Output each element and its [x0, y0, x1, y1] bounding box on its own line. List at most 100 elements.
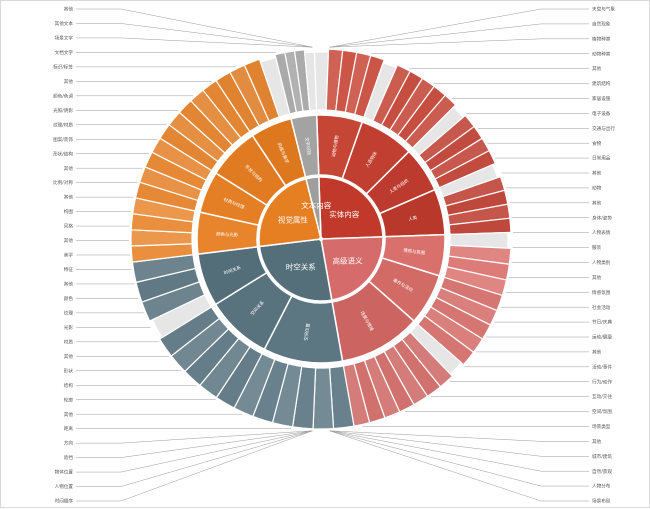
leader-line — [329, 430, 589, 502]
category-label: 视觉属性 — [278, 215, 308, 225]
leader-line — [329, 8, 589, 48]
leaf-label: 美学 — [64, 252, 74, 259]
leaf-label: 结构 — [64, 382, 74, 389]
leaf-label: 植物种类 — [592, 35, 611, 42]
leaf-arc — [312, 367, 335, 430]
leader-line — [76, 430, 313, 502]
leaf-label: 物体位置 — [55, 469, 74, 476]
leaf-label: 其他 — [592, 65, 602, 72]
leaf-label: 场景类型 — [592, 423, 611, 430]
leaf-label: 节日/庆典 — [592, 319, 612, 326]
leaf-label: 动物种类 — [592, 50, 611, 57]
leaf-label: 交通与出行 — [592, 125, 615, 132]
leaf-label: 运动/健康 — [592, 334, 612, 341]
leaf-label: 电子设备 — [592, 110, 611, 117]
leaf-label: 光影 — [64, 324, 74, 331]
leaf-label: 身体/姿势 — [592, 214, 612, 221]
category-label: 时空关系 — [286, 261, 316, 271]
leaf-label: 颜色 — [64, 295, 74, 302]
leader-line — [329, 23, 589, 48]
leader-line — [76, 430, 313, 487]
leaf-label: 其他 — [592, 438, 602, 445]
leader-line — [329, 430, 589, 487]
leaf-label: 标识/标签 — [53, 63, 73, 70]
leaf-label: 社会活动 — [592, 304, 611, 311]
leaf-label: 其他 — [64, 78, 74, 85]
leaf-label: 行为/动作 — [592, 378, 612, 385]
leaf-label: 其他 — [592, 199, 602, 206]
leaf-label: 图案/装饰 — [53, 136, 73, 143]
leaf-label: 其他 — [64, 353, 74, 360]
leaf-label: 场景文字 — [55, 35, 74, 42]
leaf-label: 自然/景观 — [592, 468, 612, 475]
leaf-label: 其他 — [64, 6, 74, 13]
leaf-label: 场景布局 — [592, 498, 611, 505]
leader-line — [76, 430, 313, 444]
leaf-label: 时间顺序 — [55, 498, 74, 505]
leaf-label: 其他 — [592, 170, 602, 177]
leaf-arc — [304, 51, 318, 112]
leaf-label: 空间/氛围 — [592, 408, 612, 415]
leader-line — [76, 430, 313, 473]
leader-line — [329, 430, 589, 472]
leaf-label: 其他 — [64, 194, 74, 201]
category-label: 实体内容 — [329, 209, 359, 219]
outer-separator — [192, 110, 450, 368]
leaf-label: 其他 — [592, 274, 602, 281]
leaf-label: 轮廓 — [64, 396, 74, 403]
leaf-label: 建筑结构 — [592, 80, 611, 87]
leaf-label: 文档文字 — [55, 49, 74, 56]
category-label: 高级语义 — [333, 255, 363, 265]
leaf-label: 家居设施 — [592, 95, 611, 102]
leaf-label: 方向 — [64, 440, 74, 447]
leaf-label: 其他 — [592, 349, 602, 356]
leaf-label: 其他 — [64, 411, 74, 418]
leaf-label: 服装 — [592, 244, 602, 251]
inner-separator — [256, 174, 386, 304]
leaf-label: 距离 — [64, 425, 74, 432]
leader-line — [76, 23, 313, 48]
leaf-label: 其他 — [64, 281, 74, 288]
leaf-label: 特征 — [64, 266, 74, 273]
leaf-label: 遮挡 — [64, 454, 74, 461]
leaf-label: 人物位置 — [55, 483, 74, 490]
leaf-label: 食物 — [592, 140, 602, 147]
leaf-label: 形状 — [64, 367, 74, 374]
leaf-label: 光照/阴影 — [53, 107, 73, 114]
leaf-label: 材质 — [64, 338, 74, 345]
leaf-label: 动物 — [592, 185, 602, 192]
leaf-label: 构图 — [64, 208, 74, 215]
subcategory-label: 颜色与光影 — [216, 230, 239, 238]
leaf-label: 活动/事件 — [592, 363, 612, 370]
label-group: 天空与气象自然现象植物种类动物种类其他建筑结构家居设施电子设备交通与出行食物日常… — [53, 6, 615, 505]
leaf-label: 人物分布 — [592, 483, 611, 490]
leaf-ring — [130, 48, 512, 430]
leader-line — [329, 430, 589, 457]
subcategory-label: 文字识别 — [303, 137, 312, 155]
leaf-label: 自然现象 — [592, 21, 611, 28]
subcategory-label: 情感与氛围 — [403, 247, 426, 257]
subcategory-label: 动物与植物 — [330, 134, 340, 157]
leaf-label: 纹理 — [64, 309, 74, 316]
leader-line — [329, 38, 589, 48]
leaf-label: 其他 — [64, 237, 74, 244]
subcategory-label: 空间位置 — [302, 322, 312, 341]
leaf-label: 天空与气象 — [592, 6, 615, 13]
leaf-label: 形状/结构 — [53, 150, 73, 157]
leaf-label: 日常用品 — [592, 155, 611, 162]
leader-line — [76, 8, 313, 48]
leaf-label: 比例/对称 — [53, 179, 73, 186]
leaf-label: 互动/交往 — [592, 393, 612, 400]
leaf-label: 风格 — [64, 223, 74, 230]
category-label: 文本内容 — [301, 200, 331, 210]
leader-line — [76, 430, 313, 458]
leaf-label: 其他 — [64, 165, 74, 172]
leader-line — [329, 430, 589, 442]
leaf-label: 人物表情 — [592, 229, 611, 236]
leaf-label: 城市/建筑 — [592, 453, 612, 460]
leader-line — [76, 37, 313, 48]
leaf-label: 纹理/材质 — [53, 121, 73, 128]
leaf-label: 颜色/色调 — [53, 92, 73, 99]
